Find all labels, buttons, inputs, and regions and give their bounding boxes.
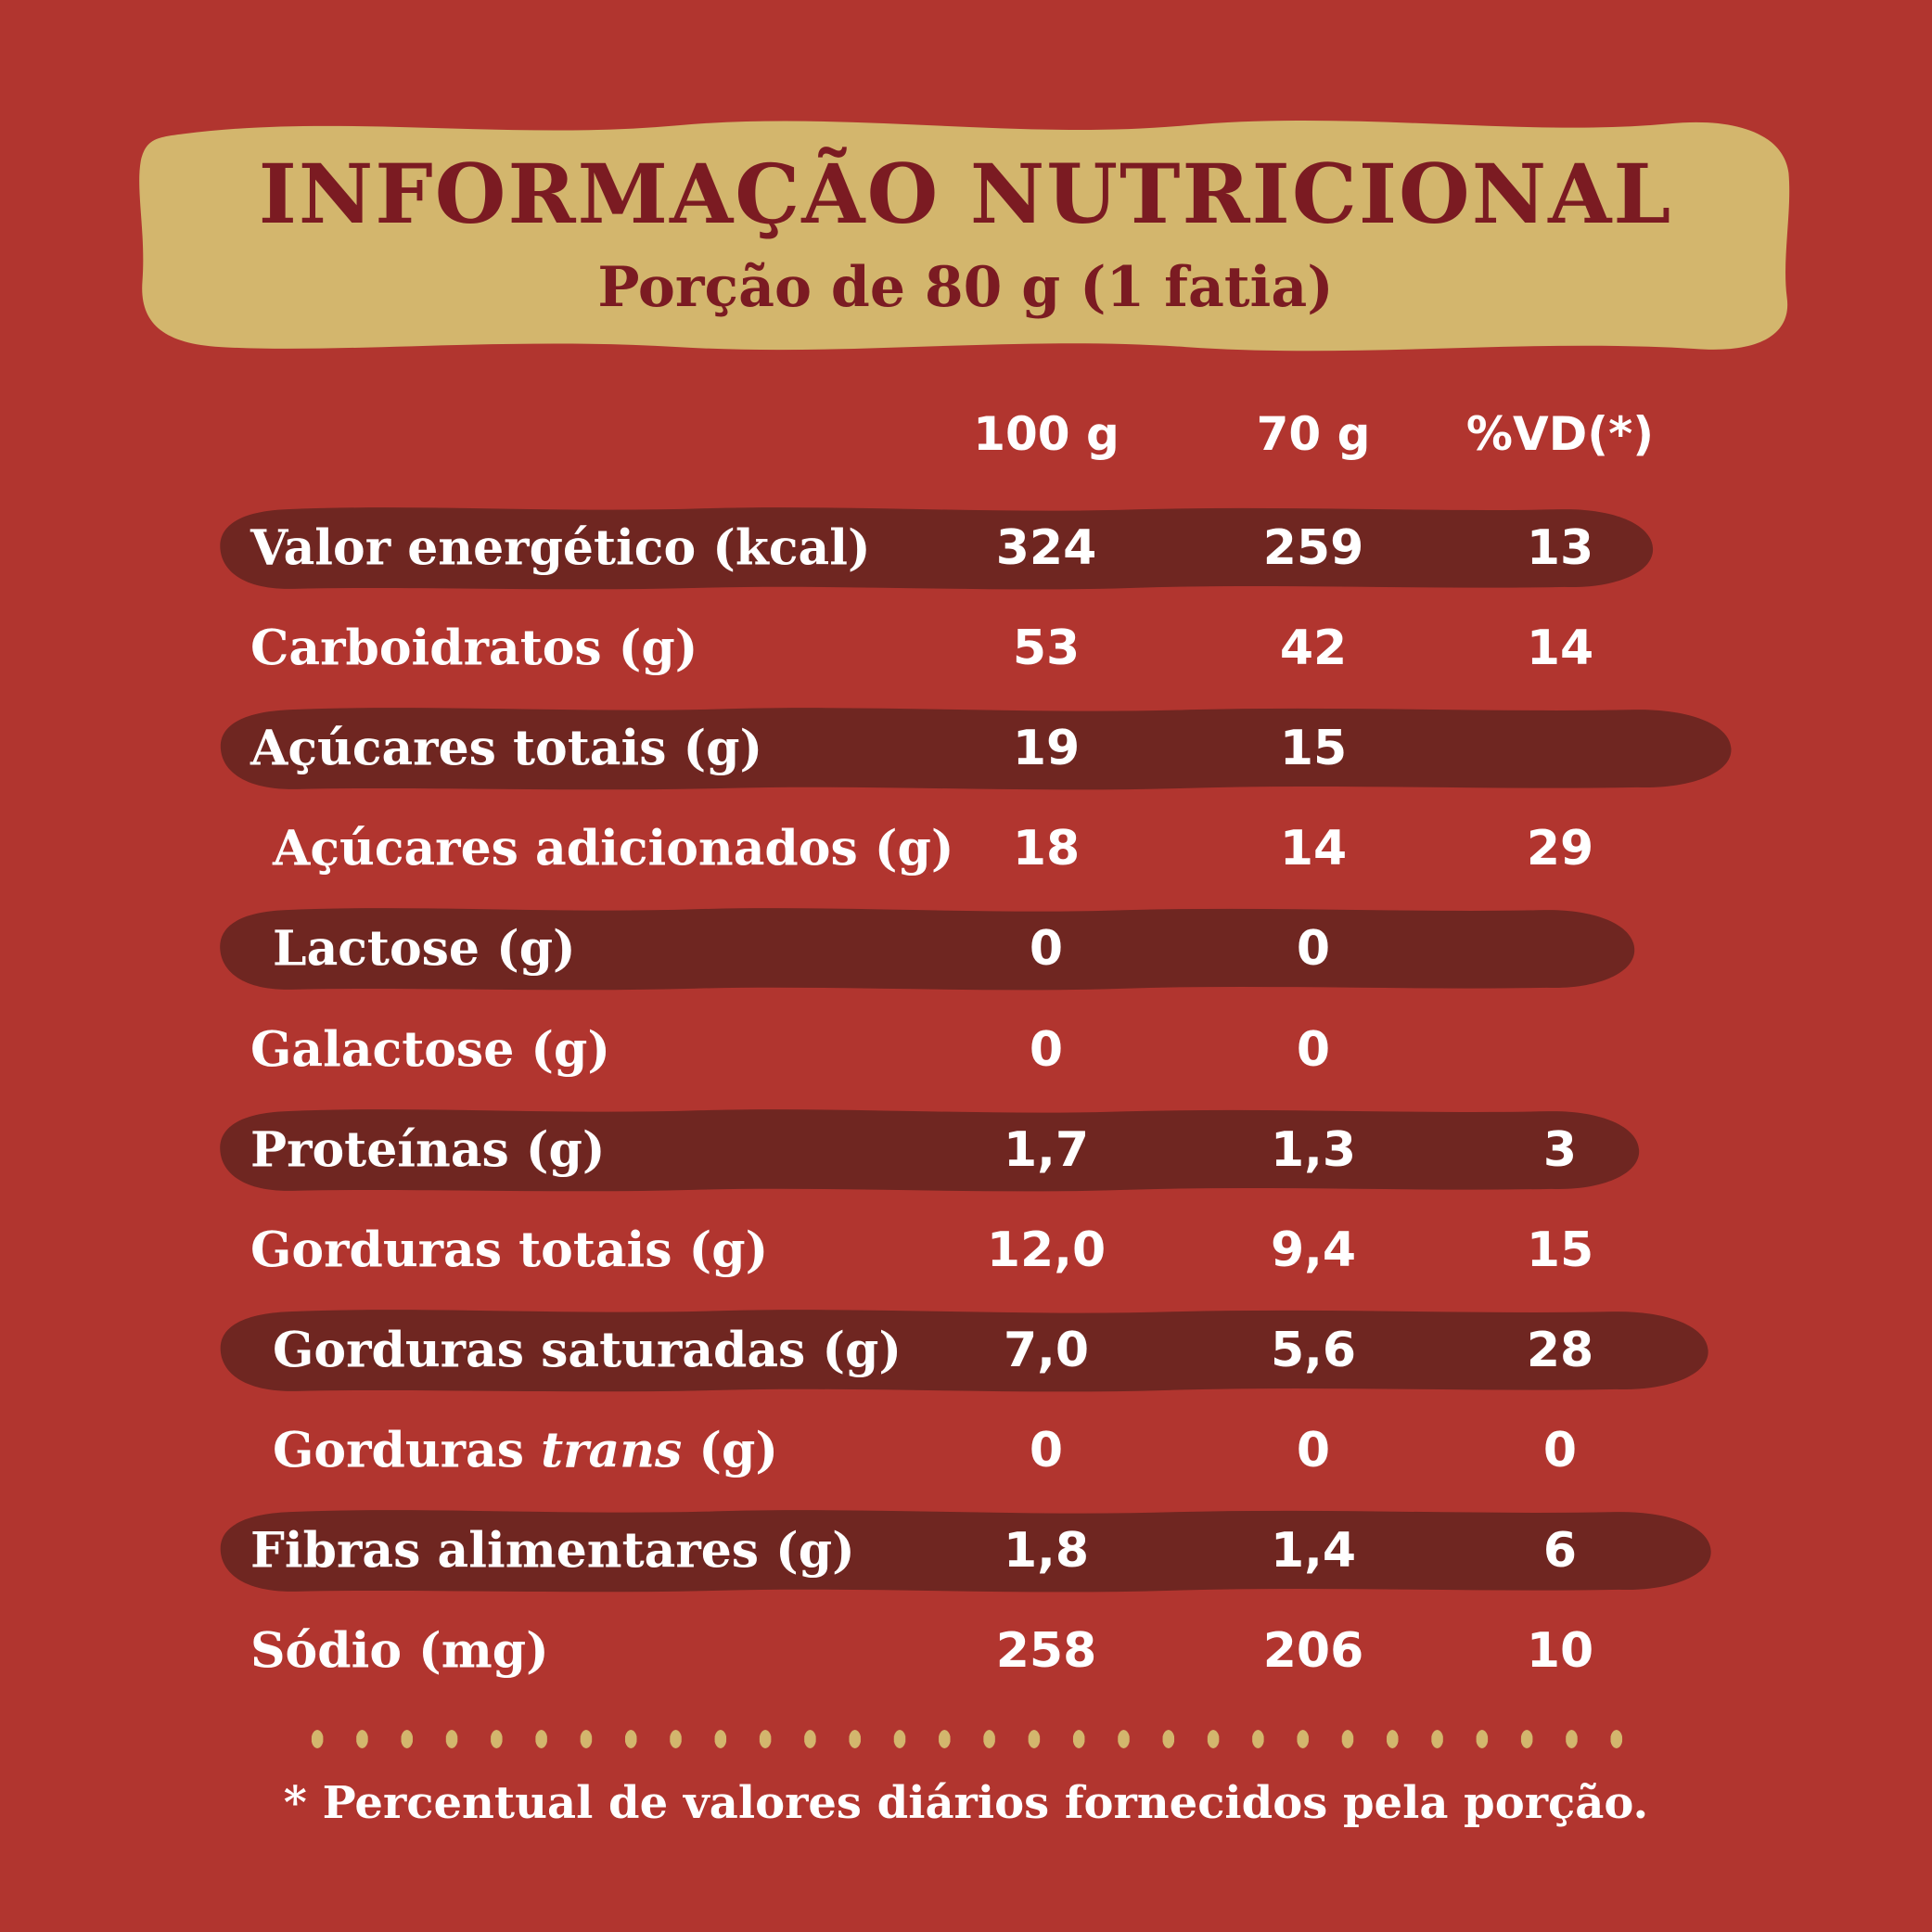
value-70g: 1,4 — [1270, 1523, 1357, 1579]
table-row: Proteínas (g) 1,7 1,3 3 — [0, 1100, 1932, 1200]
value-100g: 7,0 — [1003, 1322, 1090, 1378]
row-highlight-shape — [220, 1108, 1640, 1192]
label-title: INFORMAÇÃO NUTRICIONAL — [258, 146, 1673, 242]
table-row: Lactose (g) 0 0 — [0, 899, 1932, 999]
value-70g: 42 — [1279, 621, 1348, 677]
row-label: Gorduras totais (g) — [250, 1222, 769, 1279]
row-label: Sódio (mg) — [250, 1622, 549, 1680]
value-percent-vd: 28 — [1526, 1322, 1594, 1378]
value-100g: 53 — [1012, 621, 1081, 677]
row-label: Fibras alimentares (g) — [250, 1522, 855, 1580]
col-header-70g: 70 g — [1256, 407, 1371, 461]
row-label: Lactose (g) — [273, 920, 576, 978]
value-70g: 1,3 — [1270, 1121, 1357, 1178]
value-100g: 12,0 — [986, 1222, 1107, 1278]
value-70g: 206 — [1262, 1623, 1364, 1680]
value-percent-vd: 6 — [1542, 1523, 1578, 1579]
table-row: Valor energético (kcal) 324 259 13 — [0, 498, 1932, 598]
value-70g: 259 — [1262, 520, 1364, 576]
table-row: Carboidratos (g) 53 42 14 — [0, 598, 1932, 698]
row-label: Gorduras saturadas (g) — [273, 1322, 902, 1379]
table-row: Açúcares adicionados (g) 18 14 29 — [0, 799, 1932, 899]
row-label: Gorduras trans (g) — [273, 1422, 778, 1479]
value-70g: 0 — [1296, 1422, 1331, 1478]
col-header-percent-vd: %VD(*) — [1465, 407, 1655, 461]
value-percent-vd: 14 — [1526, 621, 1594, 677]
value-100g: 258 — [995, 1623, 1097, 1680]
value-100g: 0 — [1029, 921, 1064, 978]
value-100g: 1,7 — [1003, 1121, 1090, 1178]
value-100g: 18 — [1012, 821, 1081, 877]
value-percent-vd: 0 — [1542, 1422, 1578, 1478]
value-70g: 5,6 — [1270, 1322, 1357, 1378]
table-row: Sódio (mg) 258 206 10 — [0, 1601, 1932, 1701]
value-percent-vd: 10 — [1526, 1623, 1594, 1680]
table-row: Gorduras trans (g) 0 0 0 — [0, 1401, 1932, 1501]
value-100g: 324 — [995, 520, 1097, 576]
table-row: Gorduras saturadas (g) 7,0 5,6 28 — [0, 1300, 1932, 1401]
row-highlight-shape — [220, 708, 1732, 790]
value-100g: 0 — [1029, 1021, 1064, 1078]
value-70g: 14 — [1279, 821, 1348, 877]
row-highlight-shape — [220, 507, 1654, 590]
footnote: * Percentual de valores diários fornecid… — [283, 1777, 1649, 1829]
value-percent-vd: 15 — [1526, 1222, 1594, 1278]
row-label: Carboidratos (g) — [250, 620, 698, 677]
label-subtitle: Porção de 80 g (1 fatia) — [597, 255, 1334, 320]
banner-background-shape — [139, 121, 1790, 352]
row-label: Açúcares adicionados (g) — [273, 820, 954, 877]
column-headers: 100 g 70 g %VD(*) — [0, 384, 1932, 484]
value-70g: 0 — [1296, 1021, 1331, 1078]
table-row: Gorduras totais (g) 12,0 9,4 15 — [0, 1200, 1932, 1300]
dotted-divider — [295, 1729, 1640, 1749]
value-70g: 9,4 — [1270, 1222, 1357, 1278]
value-percent-vd: 29 — [1526, 821, 1594, 877]
row-label: Açúcares totais (g) — [250, 720, 763, 777]
row-label: Proteínas (g) — [250, 1121, 606, 1179]
value-percent-vd: 13 — [1526, 520, 1594, 576]
row-label: Galactose (g) — [250, 1021, 610, 1078]
row-highlight-shape — [220, 908, 1635, 991]
table-row: Fibras alimentares (g) 1,8 1,4 6 — [0, 1501, 1932, 1601]
row-label: Valor energético (kcal) — [250, 519, 871, 577]
header-banner: INFORMAÇÃO NUTRICIONAL Porção de 80 g (1… — [119, 96, 1812, 369]
table-row: Galactose (g) 0 0 — [0, 1000, 1932, 1100]
value-70g: 0 — [1296, 921, 1331, 978]
row-highlight-shape — [220, 1309, 1708, 1392]
value-70g: 15 — [1279, 721, 1348, 777]
value-100g: 19 — [1012, 721, 1081, 777]
value-percent-vd: 3 — [1542, 1121, 1578, 1178]
row-highlight-shape — [220, 1510, 1711, 1593]
value-100g: 0 — [1029, 1422, 1064, 1478]
col-header-100g: 100 g — [973, 407, 1120, 461]
value-100g: 1,8 — [1003, 1523, 1090, 1579]
table-row: Açúcares totais (g) 19 15 — [0, 698, 1932, 799]
